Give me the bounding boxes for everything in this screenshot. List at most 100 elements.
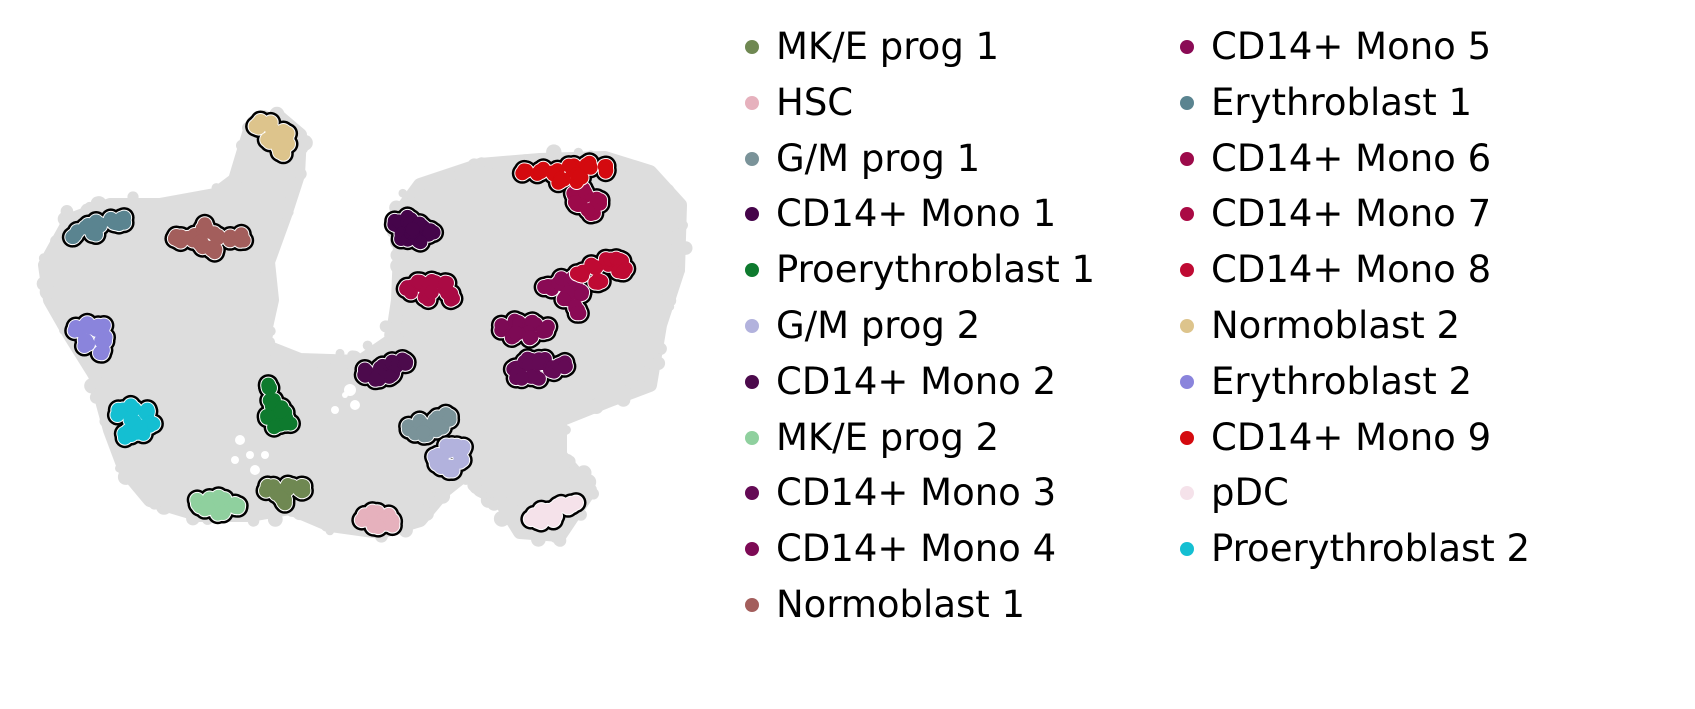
background-cell — [442, 169, 457, 184]
cluster-point — [440, 286, 455, 301]
background-cell — [367, 348, 378, 359]
cluster-normoblast-2 — [247, 113, 296, 162]
legend-label: MK/E prog 1 — [776, 25, 1000, 68]
cluster-point — [568, 195, 583, 210]
cluster-point — [399, 355, 414, 370]
background-cell — [59, 216, 71, 229]
cluster-point — [572, 169, 587, 183]
cluster-point — [123, 398, 138, 413]
legend-label: CD14+ Mono 2 — [776, 359, 1057, 403]
background-cell — [321, 355, 332, 366]
background-gap-7 — [342, 392, 348, 398]
background-cell — [259, 504, 271, 516]
background-cell — [413, 187, 427, 201]
cluster-point — [124, 428, 139, 442]
legend-item-pdc: pDC — [1180, 473, 1289, 513]
cluster-point — [123, 412, 138, 427]
background-cell — [638, 366, 653, 382]
background-cell — [119, 474, 128, 483]
background-cell — [476, 157, 487, 168]
legend-label: Erythroblast 2 — [1211, 359, 1473, 403]
background-cell — [50, 235, 63, 248]
background-cell — [678, 241, 693, 255]
legend-item-g-m-prog-2: G/M prog 2 — [745, 306, 980, 346]
background-cell — [445, 479, 456, 490]
cluster-point — [79, 337, 94, 351]
background-cell — [506, 502, 518, 513]
background-cell — [490, 487, 501, 498]
cluster-point — [405, 222, 420, 237]
cluster-point — [357, 362, 372, 377]
background-cell — [362, 340, 373, 351]
umap-scatter-plot — [36, 106, 693, 547]
cluster-point — [117, 215, 132, 230]
background-cell — [276, 350, 289, 363]
cluster-point — [514, 371, 529, 386]
legend-item-cd14-mono-6: CD14+ Mono 6 — [1180, 138, 1491, 179]
background-gap-6 — [261, 451, 269, 459]
cluster-point — [368, 372, 383, 387]
background-cell — [301, 504, 315, 518]
cluster-point — [561, 500, 576, 515]
legend-label: pDC — [1211, 471, 1289, 515]
background-cell — [390, 258, 406, 274]
cluster-point — [570, 306, 584, 321]
background-cell — [652, 315, 665, 328]
background-cell — [211, 183, 222, 193]
legend-item-erythroblast-2: Erythroblast 2 — [1180, 359, 1473, 403]
cluster-normoblast-1 — [166, 216, 252, 261]
cluster-point — [522, 330, 537, 345]
legend-marker — [1180, 95, 1194, 110]
background-cell — [267, 280, 276, 290]
legend-item-cd14-mono-8: CD14+ Mono 8 — [1180, 250, 1491, 290]
cluster-point — [96, 318, 111, 333]
cluster-point — [424, 285, 439, 300]
cluster-point — [531, 356, 546, 371]
background-cell — [38, 253, 49, 264]
cluster-point — [531, 513, 546, 528]
background-cell — [236, 139, 248, 152]
background-cell — [144, 494, 153, 503]
background-cell — [645, 167, 655, 177]
background-cell — [651, 341, 664, 354]
cluster-erythroblast-1 — [64, 209, 133, 246]
cluster-point — [216, 506, 230, 520]
background-cell — [282, 174, 297, 189]
cluster-point — [537, 280, 552, 294]
background-cell — [398, 188, 408, 198]
cluster-point — [208, 242, 223, 257]
cluster-point — [517, 164, 532, 179]
background-cell — [281, 198, 296, 212]
legend-item-normoblast-2: Normoblast 2 — [1180, 306, 1460, 346]
background-cell — [139, 480, 155, 497]
legend-label: Proerythroblast 2 — [1211, 527, 1531, 571]
cluster-point — [251, 120, 266, 135]
legend-label: G/M prog 2 — [776, 304, 981, 347]
cluster-point — [294, 479, 309, 493]
cluster-point — [195, 237, 210, 252]
background-cell — [335, 348, 345, 358]
cluster-point — [525, 314, 540, 329]
background-cell — [546, 144, 562, 160]
cluster-proerythroblast-2 — [109, 397, 162, 446]
background-cell — [173, 205, 183, 215]
background-cell — [567, 480, 577, 490]
cluster-point — [275, 403, 289, 418]
legend-marker — [1180, 207, 1194, 222]
background-gap-4 — [250, 465, 260, 475]
legend-item-cd14-mono-3: CD14+ Mono 3 — [745, 473, 1056, 513]
background-cell — [677, 220, 688, 231]
cluster-cd14-mono-7 — [398, 273, 461, 308]
background-cell — [196, 190, 209, 203]
legend-marker — [1180, 542, 1194, 557]
background-gap-3 — [235, 435, 245, 445]
background-cell — [555, 435, 564, 444]
background-cell — [98, 388, 109, 399]
background-cell — [553, 537, 562, 546]
cluster-cd14-mono-1 — [386, 208, 442, 251]
legend-label: CD14+ Mono 4 — [776, 527, 1057, 571]
background-cell — [267, 512, 283, 527]
cluster-pdc — [522, 494, 584, 531]
legend-marker — [1180, 430, 1194, 445]
cluster-point — [89, 227, 103, 242]
